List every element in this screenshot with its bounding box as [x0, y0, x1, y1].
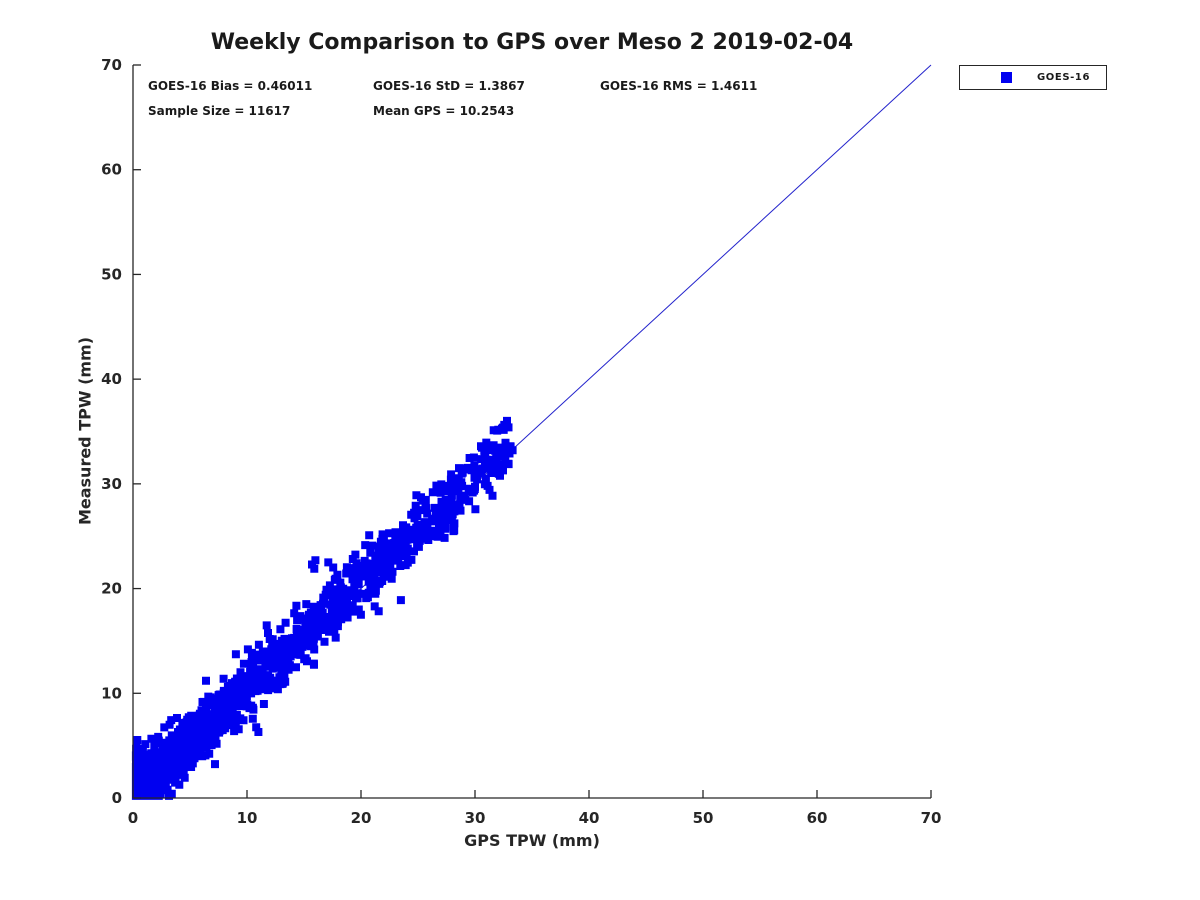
legend-marker-square-icon — [1001, 72, 1012, 83]
y-tick-label: 30 — [101, 475, 122, 493]
y-tick-label: 40 — [101, 370, 122, 388]
y-axis-label: Measured TPW (mm) — [75, 336, 95, 526]
legend-label: GOES-16 — [1037, 72, 1091, 83]
y-tick-label: 10 — [101, 684, 122, 702]
x-tick-label: 40 — [579, 809, 600, 827]
scatter-points — [131, 416, 517, 800]
y-tick-label: 70 — [101, 56, 122, 74]
stat-bias: GOES-16 Bias = 0.46011 — [148, 79, 313, 93]
y-tick-label: 0 — [112, 789, 122, 807]
y-tick-label: 20 — [101, 580, 122, 598]
x-tick-label: 30 — [465, 809, 486, 827]
x-tick-label: 20 — [351, 809, 372, 827]
chart-title: Weekly Comparison to GPS over Meso 2 201… — [210, 30, 854, 55]
y-tick-label: 50 — [101, 265, 122, 283]
stat-rms: GOES-16 RMS = 1.4611 — [600, 79, 758, 93]
x-axis-label: GPS TPW (mm) — [464, 831, 600, 850]
stat-std: GOES-16 StD = 1.3867 — [373, 79, 525, 93]
stat-mean-gps: Mean GPS = 10.2543 — [373, 104, 515, 118]
x-tick-label: 10 — [237, 809, 258, 827]
legend: GOES-16 — [959, 65, 1107, 90]
y-tick-label: 60 — [101, 161, 122, 179]
x-tick-label: 50 — [693, 809, 714, 827]
x-tick-label: 0 — [128, 809, 138, 827]
stat-sample-size: Sample Size = 11617 — [148, 104, 291, 118]
x-tick-label: 60 — [807, 809, 828, 827]
x-tick-label: 70 — [921, 809, 942, 827]
